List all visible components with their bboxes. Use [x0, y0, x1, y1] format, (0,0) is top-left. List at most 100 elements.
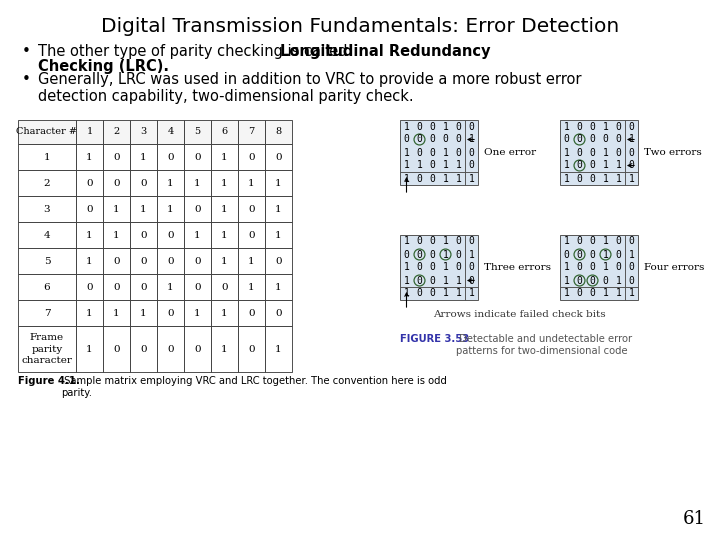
Text: 0: 0 [140, 282, 147, 292]
Text: 0: 0 [140, 231, 147, 240]
Text: 0: 0 [430, 134, 436, 145]
Text: •: • [22, 72, 31, 87]
Text: 1: 1 [86, 345, 93, 354]
Text: Detectable and undetectable error
patterns for two-dimensional code: Detectable and undetectable error patter… [456, 334, 632, 356]
Text: Sample matrix employing VRC and LRC together. The convention here is odd
parity.: Sample matrix employing VRC and LRC toge… [61, 376, 447, 397]
Text: 0: 0 [590, 160, 595, 171]
Text: 0: 0 [86, 179, 93, 187]
Bar [157, 144, 184, 170]
Text: 1: 1 [86, 231, 93, 240]
Bar [184, 326, 211, 372]
Bar [157, 196, 184, 222]
Text: 1: 1 [404, 160, 410, 171]
Text: 1: 1 [443, 173, 449, 184]
Bar [130, 248, 157, 274]
Bar [560, 235, 638, 300]
Text: 0: 0 [469, 122, 474, 132]
Bar [76, 120, 103, 144]
Bar [130, 196, 157, 222]
Text: 0: 0 [629, 122, 634, 132]
Text: 0: 0 [469, 160, 474, 171]
Text: 1: 1 [404, 262, 410, 273]
Text: 1: 1 [248, 282, 255, 292]
Bar [400, 235, 478, 300]
Text: 1: 1 [616, 288, 621, 299]
Text: 0: 0 [417, 147, 423, 158]
Text: 1: 1 [140, 152, 147, 161]
Text: 1: 1 [194, 179, 201, 187]
Bar [184, 300, 211, 326]
Bar [18, 170, 76, 196]
Bar [76, 144, 103, 170]
Text: 1: 1 [603, 249, 608, 260]
Text: 0: 0 [194, 152, 201, 161]
Text: 0: 0 [113, 152, 120, 161]
Text: 1: 1 [113, 231, 120, 240]
Bar [211, 274, 238, 300]
Text: 1: 1 [404, 237, 410, 246]
Text: 0: 0 [456, 237, 462, 246]
Bar [560, 235, 638, 300]
Text: 0: 0 [577, 249, 582, 260]
Text: 0: 0 [577, 173, 582, 184]
Text: 0: 0 [616, 249, 621, 260]
Bar [103, 196, 130, 222]
Text: Arrows indicate failed check bits: Arrows indicate failed check bits [433, 310, 606, 319]
Text: 0: 0 [616, 122, 621, 132]
Text: 6: 6 [44, 282, 50, 292]
Text: 1: 1 [86, 152, 93, 161]
Text: 1: 1 [140, 205, 147, 213]
Text: 1: 1 [221, 152, 228, 161]
Text: 1: 1 [113, 205, 120, 213]
Text: 0: 0 [194, 256, 201, 266]
Bar [238, 326, 265, 372]
Bar [238, 274, 265, 300]
Text: 0: 0 [221, 282, 228, 292]
Text: 1: 1 [221, 308, 228, 318]
Text: 0: 0 [590, 134, 595, 145]
Bar [560, 120, 638, 185]
Text: 1: 1 [443, 237, 449, 246]
Text: 0: 0 [564, 134, 570, 145]
Text: 0: 0 [194, 205, 201, 213]
Bar [400, 235, 478, 300]
Text: 1: 1 [167, 205, 174, 213]
Text: 0: 0 [417, 249, 423, 260]
Text: 0: 0 [577, 237, 582, 246]
Text: 0: 0 [275, 152, 282, 161]
Bar [238, 248, 265, 274]
Text: Three errors: Three errors [484, 263, 551, 272]
Text: 1: 1 [629, 288, 634, 299]
Text: •: • [22, 44, 31, 59]
Bar [211, 222, 238, 248]
Bar [211, 170, 238, 196]
Text: 0: 0 [417, 262, 423, 273]
Bar [211, 326, 238, 372]
Text: 1: 1 [603, 147, 608, 158]
Bar [76, 222, 103, 248]
Text: 1: 1 [564, 122, 570, 132]
Text: 0: 0 [577, 134, 582, 145]
Bar [400, 120, 478, 185]
Text: 1: 1 [167, 179, 174, 187]
Text: 0: 0 [456, 134, 462, 145]
Bar [76, 300, 103, 326]
Text: 0: 0 [167, 308, 174, 318]
Text: 0: 0 [430, 122, 436, 132]
Text: 0: 0 [590, 275, 595, 286]
Text: 1: 1 [564, 147, 570, 158]
Text: 0: 0 [456, 262, 462, 273]
Bar [211, 144, 238, 170]
Text: 0: 0 [577, 122, 582, 132]
Bar [103, 274, 130, 300]
Text: 0: 0 [603, 275, 608, 286]
Bar [157, 274, 184, 300]
Bar [265, 274, 292, 300]
Text: 4: 4 [44, 231, 50, 240]
Text: Checking (LRC).: Checking (LRC). [38, 59, 169, 74]
Bar [211, 196, 238, 222]
Text: 1: 1 [404, 288, 410, 299]
Text: 1: 1 [616, 160, 621, 171]
Text: 1: 1 [456, 160, 462, 171]
Bar [130, 300, 157, 326]
